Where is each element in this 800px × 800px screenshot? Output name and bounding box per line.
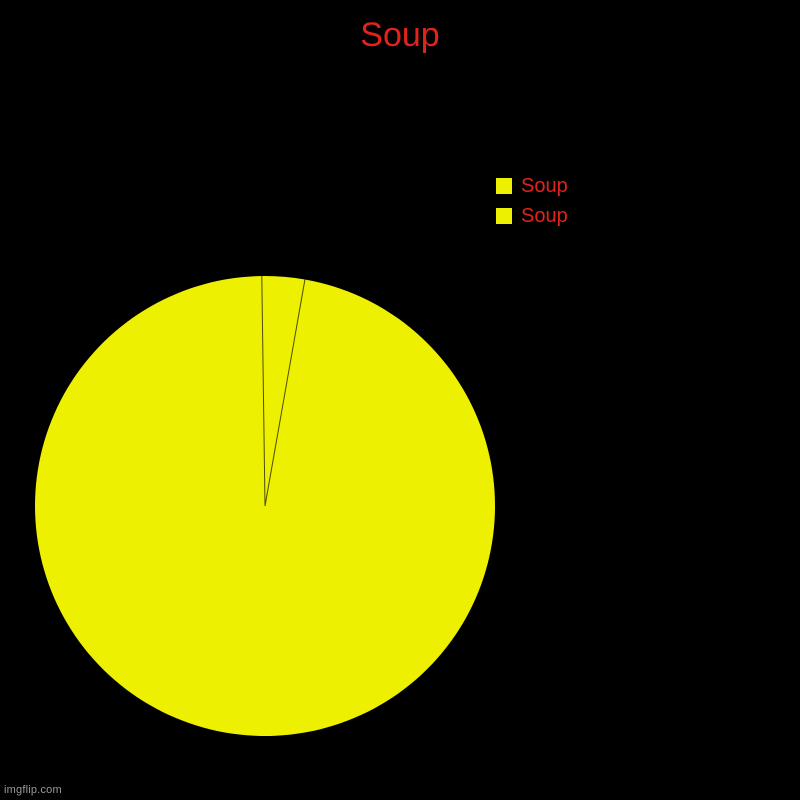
legend-label: Soup [521,176,568,196]
legend-item: Soup [495,176,568,196]
chart-canvas: Soup Soup Soup imgflip.com [0,0,800,800]
legend-swatch [495,207,513,225]
legend: Soup Soup [495,176,568,226]
chart-title: Soup [0,16,800,55]
pie-chart [33,274,497,738]
legend-item: Soup [495,206,568,226]
watermark: imgflip.com [4,784,62,796]
pie-svg [33,274,497,738]
legend-swatch [495,177,513,195]
legend-label: Soup [521,206,568,226]
